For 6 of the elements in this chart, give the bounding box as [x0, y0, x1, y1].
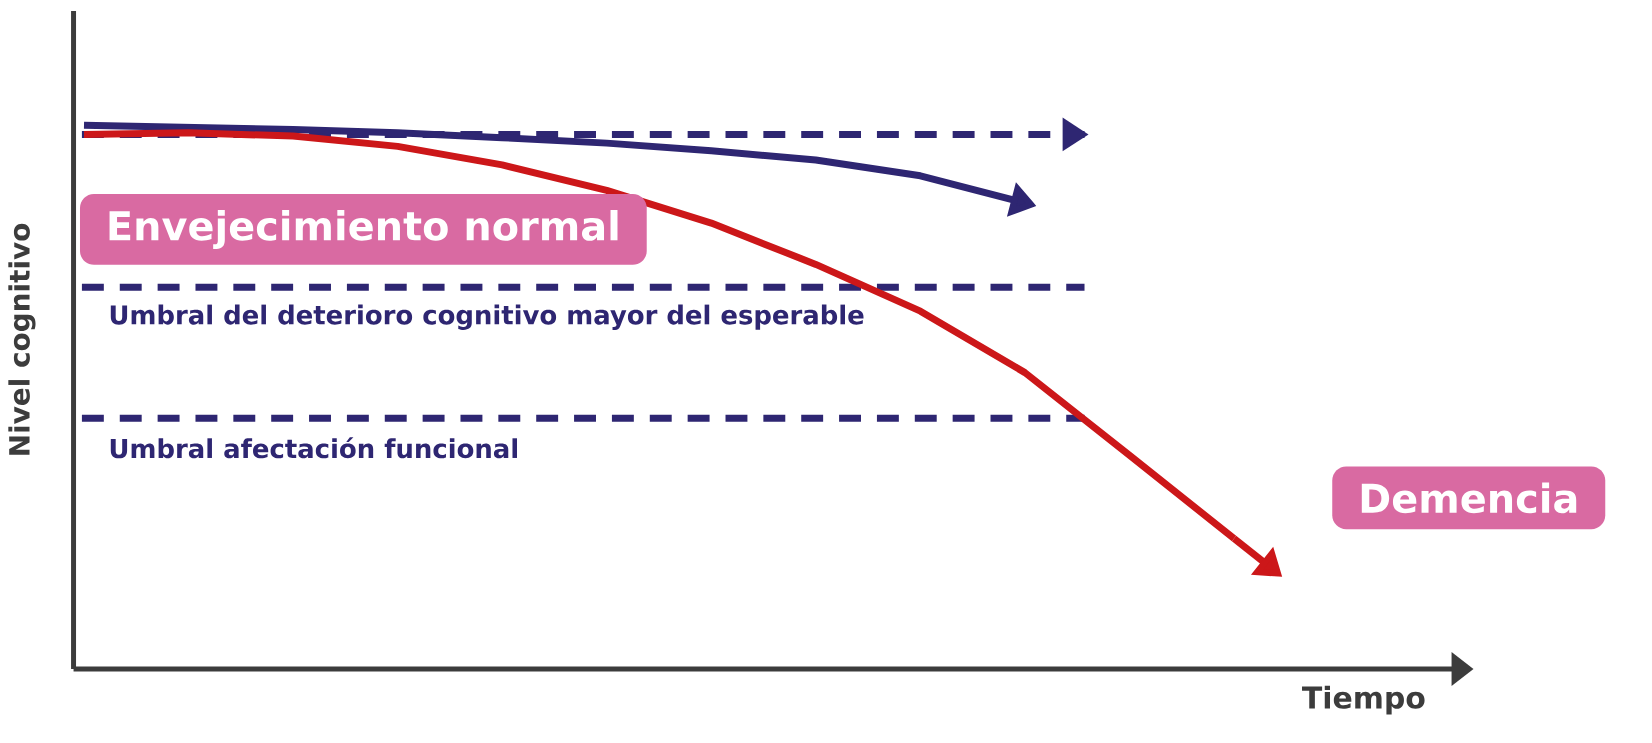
- annotation: Envejecimiento normal: [109, 210, 618, 249]
- y-axis-title: Nivel cognitivo: [8, 223, 36, 455]
- ref-line-label: Umbral afectación funcional: [110, 437, 518, 459]
- ref-line-label: Umbral del deterioro cognitivo mayor del esperable: [110, 304, 864, 330]
- x-axis-title: Tiempo: [1302, 685, 1425, 715]
- text: Demencia: [1361, 482, 1577, 514]
